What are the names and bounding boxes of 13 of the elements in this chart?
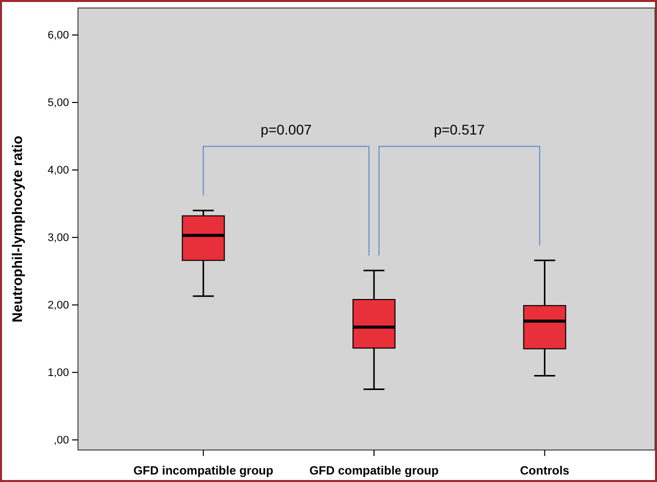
annotation: p=0.517 [434,121,486,138]
y-tick-label: 1,00 [48,366,69,379]
x-tick-label: Controls [520,464,570,478]
y-tick-label: ,00 [54,434,69,446]
y-axis-title: Neutrophil-lymphocyte ratio [9,136,25,322]
y-tick-label: 2,00 [48,299,69,312]
x-tick-label: GFD compatible group [309,464,439,478]
y-tick-label: 6,00 [48,30,69,42]
y-tick-label: 4,00 [48,164,69,176]
annotation: p=0.007 [260,121,312,138]
y-tick-label: 3,00 [48,232,69,244]
y-tick-label: 5,00 [48,96,69,109]
x-tick-label: GFD incompatible group [133,464,274,478]
